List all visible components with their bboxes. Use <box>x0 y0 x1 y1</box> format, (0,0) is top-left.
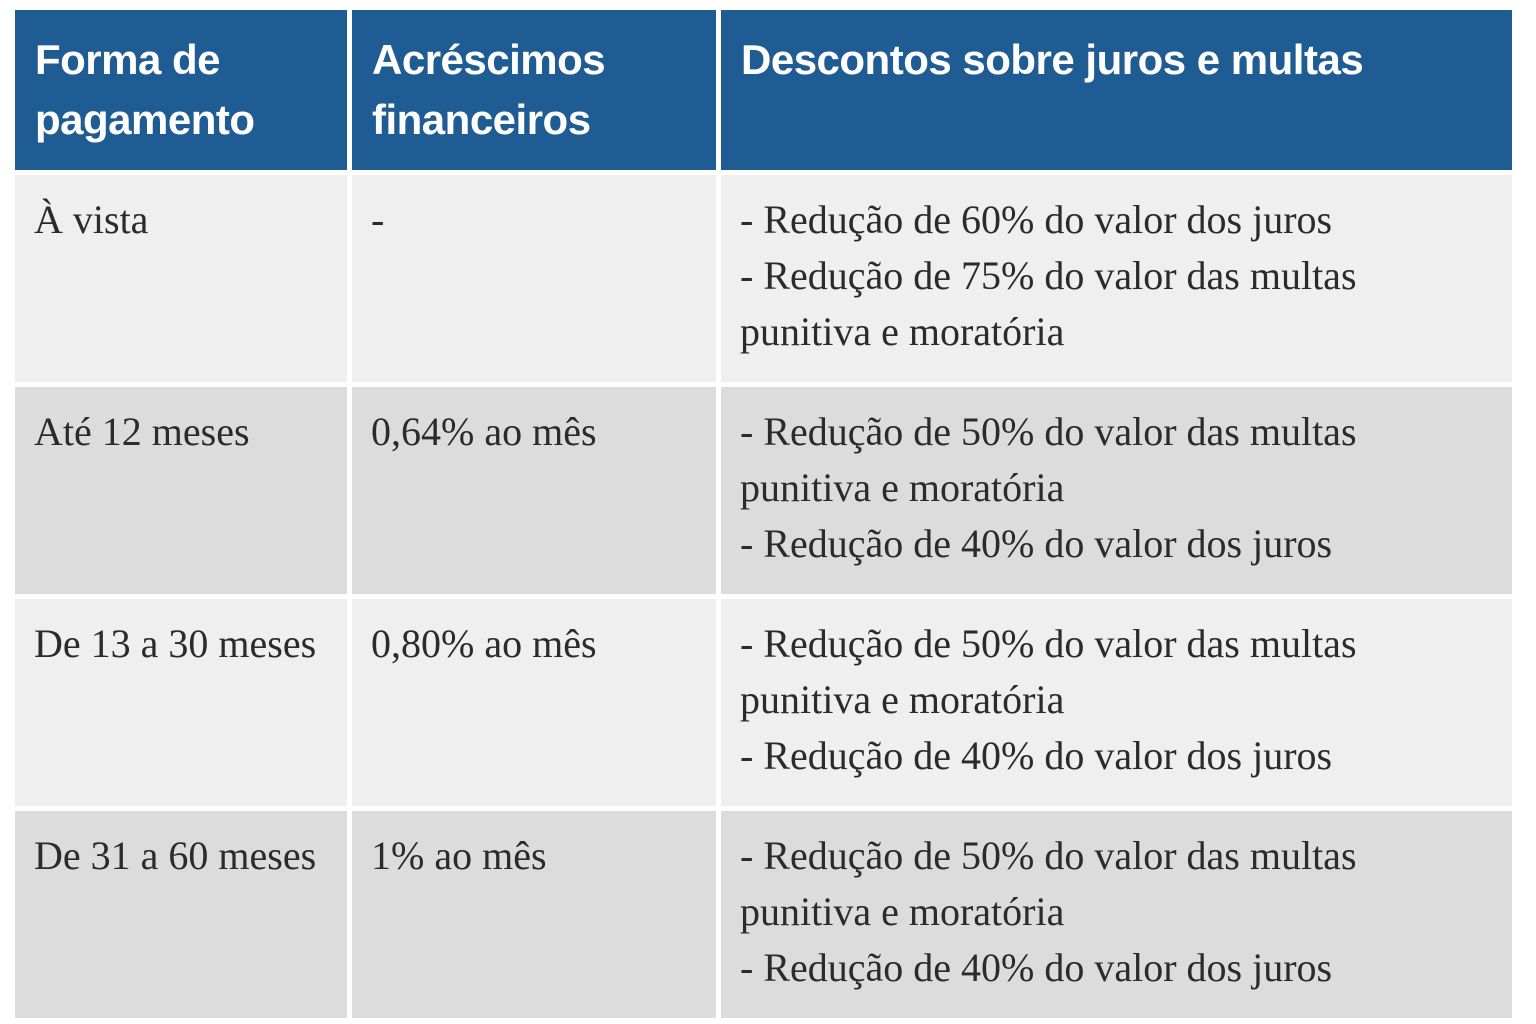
cell-acrescimos-financeiros: 0,80% ao mês <box>352 599 716 806</box>
desconto-line: - Redução de 60% do valor dos juros <box>740 197 1333 242</box>
cell-acrescimos-financeiros: 0,64% ao mês <box>352 387 716 594</box>
cell-acrescimos-financeiros: - <box>352 175 716 382</box>
desconto-line: - Redução de 50% do valor das multas pun… <box>740 409 1357 510</box>
cell-descontos: - Redução de 60% do valor dos juros - Red… <box>721 175 1512 382</box>
column-header-forma-de-pagamento: Forma de pagamento <box>15 10 347 170</box>
cell-forma-pagamento: De 13 a 30 meses <box>15 599 347 806</box>
desconto-line: - Redução de 75% do valor das multas pun… <box>740 253 1357 354</box>
cell-forma-pagamento: De 31 a 60 meses <box>15 811 347 1018</box>
table-header-row: Forma de pagamento Acréscimos financeiro… <box>15 10 1512 170</box>
cell-forma-pagamento: À vista <box>15 175 347 382</box>
cell-descontos: - Redução de 50% do valor das multas pun… <box>721 599 1512 806</box>
cell-forma-pagamento: Até 12 meses <box>15 387 347 594</box>
cell-descontos: - Redução de 50% do valor das multas pun… <box>721 387 1512 594</box>
table-body: À vista - - Redução de 60% do valor dos ju… <box>15 175 1512 1018</box>
column-header-acrescimos-financeiros: Acréscimos financeiros <box>352 10 716 170</box>
cell-descontos: - Redução de 50% do valor das multas pun… <box>721 811 1512 1018</box>
table-row: Até 12 meses 0,64% ao mês - Redução de 50%… <box>15 387 1512 594</box>
desconto-line: - Redução de 40% do valor dos juros <box>740 945 1333 990</box>
cell-acrescimos-financeiros: 1% ao mês <box>352 811 716 1018</box>
column-header-descontos: Descontos sobre juros e multas <box>721 10 1512 170</box>
desconto-line: - Redução de 50% do valor das multas pun… <box>740 833 1357 934</box>
desconto-line: - Redução de 50% do valor das multas pun… <box>740 621 1357 722</box>
table-row: De 13 a 30 meses 0,80% ao mês - Redução de… <box>15 599 1512 806</box>
table-row: De 31 a 60 meses 1% ao mês - Redução de 50… <box>15 811 1512 1018</box>
desconto-line: - Redução de 40% do valor dos juros <box>740 521 1333 566</box>
table-row: À vista - - Redução de 60% do valor dos ju… <box>15 175 1512 382</box>
desconto-line: - Redução de 40% do valor dos juros <box>740 733 1333 778</box>
payment-discounts-table: Forma de pagamento Acréscimos financeiro… <box>10 5 1517 1023</box>
